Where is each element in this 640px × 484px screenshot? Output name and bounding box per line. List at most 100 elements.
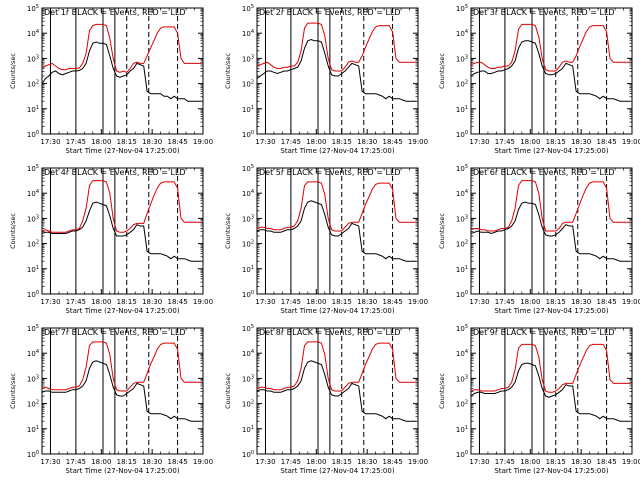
chart-panel: 100 101 102 103 104 105 17:30 17:45 18:00 18:15 18…: [438, 164, 640, 315]
x-tick-label: 18:15: [117, 138, 137, 146]
series-line-events: [41, 360, 202, 422]
x-axis-label: Start Time (27-Nov-04 17:25:00): [65, 467, 179, 475]
y-axis-label: Counts/sec: [224, 53, 232, 89]
x-tick-label: 17:30: [40, 138, 60, 146]
chart-panel: 100 101 102 103 104 105 17:30 17:45 18:00 18:15 18…: [224, 4, 428, 155]
chart-title: Det 1r BLACK = Events, RED = LLD: [44, 8, 186, 17]
y-tick-label: 104: [456, 29, 468, 38]
y-axis-label: Counts/sec: [9, 53, 17, 89]
y-tick-label: 105: [242, 164, 254, 173]
x-tick-label: 18:30: [571, 138, 591, 146]
y-tick-label: 103: [27, 54, 39, 63]
x-axis-label: Start Time (27-Nov-04 17:25:00): [494, 147, 608, 155]
series-line-events: [41, 41, 202, 102]
series-line-lld: [470, 343, 631, 393]
chart-panel: 100 101 102 103 104 105 17:30 17:45 18:00 18:15 18…: [438, 324, 640, 475]
x-tick-label: 18:30: [357, 298, 377, 306]
x-tick-label: 18:30: [142, 298, 162, 306]
x-tick-label: 18:45: [167, 298, 187, 306]
x-tick-label: 18:15: [117, 298, 137, 306]
x-tick-label: 17:30: [469, 458, 489, 466]
y-axis-label: Counts/sec: [438, 53, 446, 89]
y-axis-label: Counts/sec: [9, 373, 17, 409]
x-tick-label: 18:30: [571, 458, 591, 466]
y-tick-label: 105: [242, 4, 254, 13]
y-tick-label: 105: [242, 324, 254, 333]
series-line-events: [470, 362, 631, 422]
x-axis-label: Start Time (27-Nov-04 17:25:00): [280, 467, 394, 475]
x-tick-label: 17:30: [255, 458, 275, 466]
x-tick-label: 18:15: [117, 458, 137, 466]
y-tick-label: 104: [27, 29, 39, 38]
plot-frame: [41, 7, 204, 135]
x-tick-label: 19:00: [408, 138, 428, 146]
x-tick-label: 18:30: [142, 138, 162, 146]
plot-frame: [41, 167, 204, 295]
x-tick-label: 17:45: [281, 138, 301, 146]
chart-title: Det 3r BLACK = Events, RED = LLD: [473, 8, 615, 17]
y-tick-label: 105: [456, 324, 468, 333]
series-line-events: [470, 40, 631, 102]
y-tick-label: 105: [456, 164, 468, 173]
chart-title: Det 5r BLACK = Events, RED = LLD: [259, 168, 401, 177]
x-tick-label: 18:15: [332, 458, 352, 466]
x-tick-label: 19:00: [193, 138, 213, 146]
x-tick-label: 17:45: [66, 458, 86, 466]
series-line-lld: [256, 341, 417, 392]
chart-title: Det 9r BLACK = Events, RED = LLD: [473, 328, 615, 337]
y-axis-label: Counts/sec: [438, 373, 446, 409]
y-tick-label: 101: [27, 105, 39, 114]
plot-frame: [470, 167, 633, 295]
chart-panel: 100 101 102 103 104 105 17:30 17:45 18:00 18:15 18…: [9, 324, 213, 475]
x-tick-label: 18:30: [142, 458, 162, 466]
x-tick-label: 18:45: [382, 298, 402, 306]
x-tick-label: 17:30: [469, 298, 489, 306]
x-axis-label: Start Time (27-Nov-04 17:25:00): [65, 307, 179, 315]
x-tick-label: 18:00: [91, 298, 111, 306]
x-tick-label: 18:00: [520, 138, 540, 146]
series-line-events: [41, 201, 202, 262]
y-tick-label: 104: [242, 29, 254, 38]
x-tick-label: 17:30: [469, 138, 489, 146]
y-axis-label: Counts/sec: [9, 213, 17, 249]
x-tick-label: 18:15: [546, 458, 566, 466]
chart-title: Det 6r BLACK = Events, RED = LLD: [473, 168, 615, 177]
x-tick-label: 18:15: [332, 298, 352, 306]
chart-panel: 100 101 102 103 104 105 17:30 17:45 18:00 18:15 18…: [9, 4, 213, 155]
y-tick-label: 102: [27, 400, 39, 409]
series-line-events: [256, 360, 417, 422]
series-line-lld: [41, 341, 202, 392]
y-axis-label: Counts/sec: [438, 213, 446, 249]
x-axis-label: Start Time (27-Nov-04 17:25:00): [280, 147, 394, 155]
y-tick-label: 102: [456, 80, 468, 89]
series-line-events: [256, 200, 417, 262]
y-tick-label: 100: [242, 290, 254, 299]
x-tick-label: 19:00: [622, 138, 640, 146]
x-tick-label: 17:30: [255, 298, 275, 306]
y-tick-label: 105: [27, 164, 39, 173]
x-tick-label: 17:45: [281, 458, 301, 466]
chart-title: Det 2r BLACK = Events, RED = LLD: [259, 8, 401, 17]
x-tick-label: 17:30: [40, 298, 60, 306]
x-tick-label: 18:00: [306, 138, 326, 146]
x-tick-label: 18:45: [382, 138, 402, 146]
y-tick-label: 102: [242, 400, 254, 409]
y-tick-label: 101: [456, 265, 468, 274]
x-tick-label: 18:00: [91, 458, 111, 466]
y-tick-label: 103: [242, 374, 254, 383]
series-line-lld: [256, 181, 417, 232]
y-tick-label: 100: [456, 290, 468, 299]
x-tick-label: 18:30: [357, 138, 377, 146]
y-tick-label: 100: [27, 290, 39, 299]
y-tick-label: 101: [456, 425, 468, 434]
y-tick-label: 101: [242, 105, 254, 114]
y-tick-label: 102: [456, 240, 468, 249]
x-tick-label: 18:15: [546, 298, 566, 306]
chart-panel: 100 101 102 103 104 105 17:30 17:45 18:00 18:15 18…: [9, 164, 213, 315]
y-tick-label: 103: [456, 54, 468, 63]
x-axis-label: Start Time (27-Nov-04 17:25:00): [494, 467, 608, 475]
y-tick-label: 101: [27, 425, 39, 434]
chart-panel: 100 101 102 103 104 105 17:30 17:45 18:00 18:15 18…: [224, 164, 428, 315]
y-tick-label: 103: [242, 214, 254, 223]
